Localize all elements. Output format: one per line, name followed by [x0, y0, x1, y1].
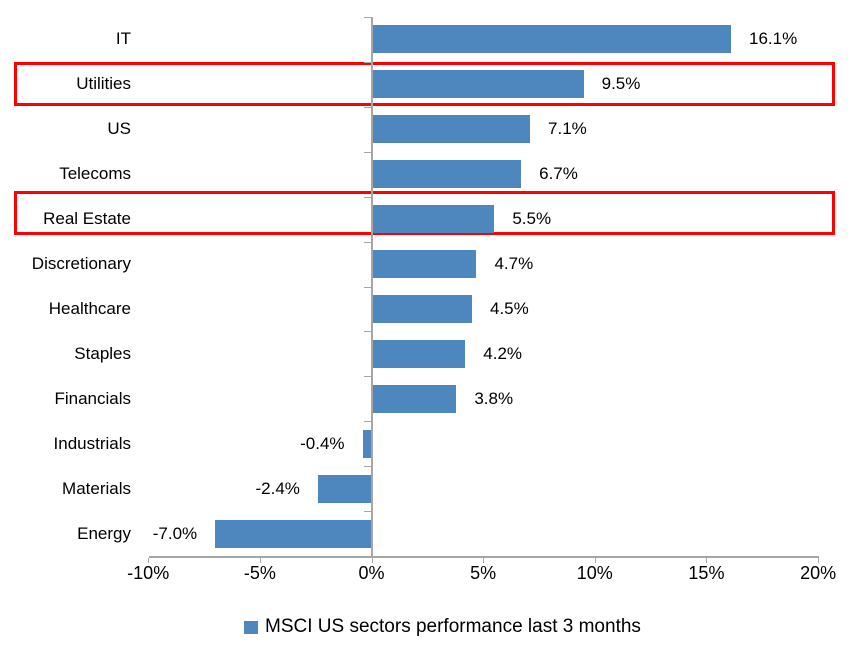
- value-label: 9.5%: [601, 74, 641, 94]
- x-tick-label: -10%: [127, 563, 170, 583]
- bar: [371, 294, 472, 323]
- value-label: 4.5%: [489, 298, 529, 318]
- x-tick-mark: [706, 558, 708, 563]
- category-label: Telecoms: [59, 164, 131, 184]
- legend-marker-icon: [244, 620, 258, 634]
- x-tick-mark: [818, 558, 820, 563]
- x-tick-label: 20%: [800, 563, 837, 583]
- x-tick-mark: [483, 558, 485, 563]
- category-label: IT: [115, 29, 131, 49]
- category-label: Staples: [74, 343, 131, 363]
- category-label: Healthcare: [48, 298, 131, 318]
- value-label: -0.4%: [300, 433, 345, 453]
- category-tick-mark: [363, 286, 371, 288]
- bar: [371, 205, 495, 234]
- bar: [371, 160, 522, 189]
- x-tick-mark: [259, 558, 261, 563]
- value-label: 5.5%: [512, 209, 552, 229]
- category-label: Utilities: [76, 74, 131, 94]
- x-axis-line: [148, 556, 819, 558]
- value-label: 3.8%: [474, 388, 514, 408]
- x-tick-label: -5%: [243, 563, 276, 583]
- category-tick-mark: [363, 196, 371, 198]
- bar: [371, 70, 584, 99]
- legend: MSCI US sectors performance last 3 month…: [244, 615, 641, 639]
- bar: [371, 25, 731, 54]
- legend-label: MSCI US sectors performance last 3 month…: [265, 616, 641, 637]
- x-tick-label: 5%: [470, 563, 497, 583]
- bar: [215, 519, 372, 548]
- x-tick-label: 10%: [576, 563, 613, 583]
- bar: [362, 429, 372, 458]
- bar: [371, 384, 457, 413]
- category-tick-mark: [363, 376, 371, 378]
- highlight-box: [14, 191, 835, 236]
- category-label: Financials: [54, 388, 131, 408]
- category-tick-mark: [363, 241, 371, 243]
- category-tick-mark: [363, 511, 371, 513]
- value-label: 7.1%: [548, 119, 587, 139]
- category-label: Discretionary: [31, 254, 131, 274]
- value-label: -7.0%: [152, 523, 198, 543]
- value-label: 4.7%: [494, 254, 534, 274]
- bar: [371, 115, 531, 144]
- value-label: 16.1%: [749, 29, 798, 49]
- value-label: 4.2%: [483, 343, 523, 363]
- category-label: Materials: [62, 478, 131, 498]
- category-tick-mark: [363, 17, 371, 18]
- bar: [371, 250, 477, 279]
- category-label: Real Estate: [43, 209, 131, 229]
- x-tick-label: 15%: [688, 563, 725, 583]
- bar: [317, 474, 372, 503]
- x-tick-mark: [594, 558, 596, 563]
- x-tick-label: 0%: [358, 563, 385, 583]
- x-tick-mark: [148, 558, 150, 563]
- category-tick-mark: [363, 106, 371, 108]
- bar: [371, 339, 466, 368]
- category-tick-mark: [363, 331, 371, 333]
- value-label: 6.7%: [539, 164, 578, 184]
- x-tick-mark: [371, 558, 373, 563]
- category-tick-mark: [363, 421, 371, 423]
- category-tick-mark: [363, 151, 371, 153]
- zero-axis-line: [370, 17, 373, 556]
- category-label: Energy: [77, 523, 131, 543]
- category-label: Industrials: [53, 433, 131, 453]
- value-label: -2.4%: [255, 478, 300, 498]
- category-tick-mark: [363, 61, 371, 63]
- category-tick-mark: [363, 466, 371, 468]
- highlight-box: [14, 62, 835, 107]
- category-label: US: [107, 119, 131, 139]
